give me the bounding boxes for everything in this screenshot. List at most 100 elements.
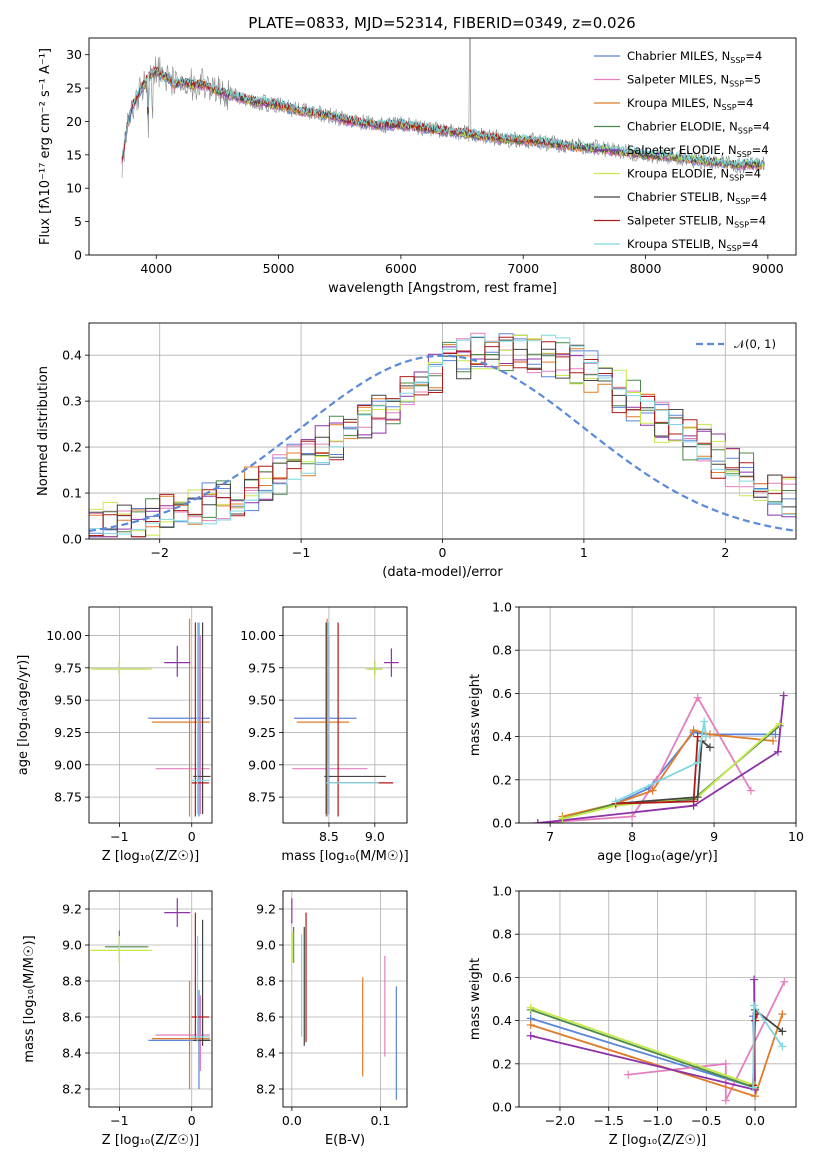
model-spectrum-salpeter-stelib <box>121 66 572 160</box>
plot-area-spectrum <box>121 38 765 179</box>
x-tick-label: 9 <box>710 829 718 844</box>
y-tick-label: 9.2 <box>256 902 276 917</box>
error-point <box>193 919 211 1046</box>
y-tick-label: 9.0 <box>62 938 82 953</box>
normal-distribution-curve <box>89 354 796 532</box>
y-axis-label: mass [log₁₀(M/M☉)] <box>22 935 37 1062</box>
x-tick-label: 9000 <box>752 261 784 276</box>
x-axis-label: Z [log₁₀(Z/Z☉)] <box>102 1133 199 1148</box>
x-tick-label: −1 <box>292 545 310 560</box>
data-point-marker <box>773 747 782 756</box>
x-axis-label: wavelength [Angstrom, rest frame] <box>328 281 557 296</box>
y-tick-label: 0 <box>74 248 82 263</box>
plot-area-age-vs-mass <box>292 618 399 817</box>
chart-mass-weight-vs-age: 7 8 9 10 0.0 0.2 0.4 0.6 0.8 1.0 age [log₁₀(age/yr… <box>468 600 804 865</box>
data-point-marker <box>771 730 780 739</box>
y-tick-label: 0.0 <box>492 1100 512 1115</box>
data-point-marker <box>693 732 702 741</box>
x-axis-label: age [log₁₀(age/yr)] <box>597 849 718 864</box>
error-point <box>324 622 386 814</box>
error-point <box>155 635 210 814</box>
y-tick-label: 0.4 <box>492 729 512 744</box>
data-point-marker <box>689 726 698 735</box>
error-point <box>191 912 210 1039</box>
legend-entry: Chabrier MILES, NSSP=4 <box>627 49 762 65</box>
x-tick-label: −1 <box>110 829 128 844</box>
chart-age-vs-mass: 8.5 9.0 8.75 9.00 9.25 9.50 9.75 10.00 mass [log… <box>240 606 409 864</box>
axes-frame <box>282 890 408 1108</box>
chart-age-vs-metallicity: −1 0 8.75 9.00 9.25 9.50 9.75 10.00 Z [log₁₀(Z/Z… <box>16 606 213 864</box>
error-point <box>104 930 149 963</box>
y-tick-label: 1.0 <box>492 600 512 615</box>
data-point-marker <box>526 1031 535 1040</box>
y-tick-label: 0.8 <box>492 927 512 942</box>
x-axis-label: Z [log₁₀(Z/Z☉)] <box>102 849 199 864</box>
legend-entry: Salpeter MILES, NSSP=5 <box>627 73 761 89</box>
x-axis-label: Z [log₁₀(Z/Z☉)] <box>609 1133 706 1148</box>
data-point-marker <box>779 691 788 700</box>
series-line <box>530 1006 756 1087</box>
y-tick-label: 15 <box>66 147 82 162</box>
y-tick-label: 8.2 <box>256 1082 276 1097</box>
error-point <box>296 618 350 817</box>
x-tick-label: 1 <box>580 545 588 560</box>
y-tick-label: 0.8 <box>492 643 512 658</box>
chart-mass-vs-metallicity: −1 0 8.2 8.4 8.6 8.8 9.0 9.2 Z [log₁₀(Z/Z☉)] mass… <box>22 890 213 1148</box>
spectrum-legend: Chabrier MILES, NSSP=4 Salpeter MILES, NS… <box>594 49 770 253</box>
x-tick-label: 0.0 <box>282 1113 302 1128</box>
y-tick-label: 0.6 <box>492 970 512 985</box>
data-point-marker <box>749 1083 758 1092</box>
y-tick-label: 9.75 <box>54 660 82 675</box>
data-point-marker <box>648 786 657 795</box>
data-point-marker <box>750 975 759 984</box>
x-axis-label: E(B-V) <box>325 1133 365 1148</box>
data-point-marker <box>746 786 755 795</box>
data-point-marker <box>689 797 698 806</box>
model-spectrum-kroupa-stelib <box>121 68 765 167</box>
x-tick-label: 0.0 <box>745 1113 765 1128</box>
plot-area-residuals <box>89 332 796 538</box>
y-tick-label: 8.4 <box>62 1046 82 1061</box>
error-point <box>326 622 394 817</box>
y-tick-label: 0.0 <box>62 532 82 547</box>
data-point-marker <box>526 1020 535 1029</box>
chart-mass-weight-vs-metallicity: −2.0 −1.5 −1.0 −0.5 0.0 0.0 0.2 0.4 0.6 0.8 1.0 Z [… <box>468 884 797 1148</box>
x-tick-label: 4000 <box>140 261 172 276</box>
y-tick-label: 9.50 <box>248 693 276 708</box>
x-tick-label: 0 <box>439 545 447 560</box>
y-tick-label: 0.0 <box>492 816 512 831</box>
plot-area-age-vs-metallicity <box>90 618 211 817</box>
x-tick-label: 7000 <box>507 261 539 276</box>
y-tick-label: 8.8 <box>256 974 276 989</box>
error-point <box>164 898 191 927</box>
error-point <box>193 622 211 814</box>
y-tick-label: 0.3 <box>62 394 82 409</box>
error-point <box>191 622 210 814</box>
error-point <box>191 622 210 817</box>
y-tick-label: 10.00 <box>46 628 82 643</box>
y-tick-label: 0.2 <box>492 1056 512 1071</box>
y-axis-label: mass weight <box>468 674 483 756</box>
y-tick-label: 30 <box>66 47 82 62</box>
x-tick-label: 0 <box>188 1113 196 1128</box>
y-axis-label: Normed distribution <box>36 366 51 496</box>
x-tick-label: 5000 <box>263 261 295 276</box>
x-tick-label: 7 <box>546 829 554 844</box>
data-point-marker <box>701 732 710 741</box>
y-tick-label: 8.8 <box>62 974 82 989</box>
histogram-kroupa-stelib <box>89 334 796 535</box>
chart-spectrum: 4000 5000 6000 7000 8000 9000 0 5 10 15 20 25 30 wave… <box>38 37 797 296</box>
y-axis-label: mass weight <box>468 958 483 1040</box>
data-point-marker <box>705 743 714 752</box>
plot-area-mass-vs-extinction <box>291 898 397 1100</box>
legend-entry: Kroupa STELIB, NSSP=4 <box>627 237 758 253</box>
legend-entry: Salpeter ELODIE, NSSP=4 <box>627 143 769 159</box>
y-tick-label: 9.25 <box>248 725 276 740</box>
x-tick-label: 8000 <box>630 261 662 276</box>
error-point <box>151 618 210 817</box>
data-point-marker <box>751 1016 760 1025</box>
x-axis-label: (data-model)/error <box>382 565 503 580</box>
y-tick-label: 9.00 <box>54 757 82 772</box>
series-kroupa-stelib <box>749 1001 787 1092</box>
y-tick-label: 9.2 <box>62 902 82 917</box>
